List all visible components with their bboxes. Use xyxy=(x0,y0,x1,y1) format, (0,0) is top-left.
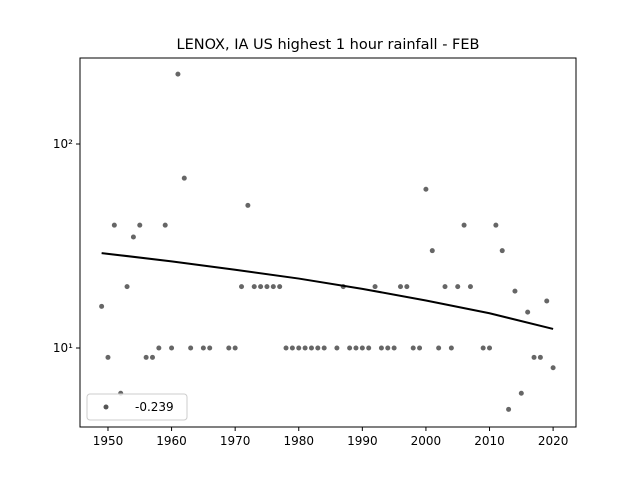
point xyxy=(448,345,454,351)
x-tick-label: 1950 xyxy=(93,434,124,448)
point xyxy=(258,284,264,290)
point xyxy=(283,345,289,351)
point xyxy=(550,365,556,371)
point xyxy=(467,284,473,290)
point xyxy=(251,284,257,290)
point xyxy=(397,284,403,290)
point xyxy=(544,298,550,304)
legend-box xyxy=(86,393,188,421)
trend-line xyxy=(101,252,554,330)
point xyxy=(531,354,537,360)
point xyxy=(245,202,251,208)
point xyxy=(417,345,423,351)
point xyxy=(518,390,524,396)
legend-label: -0.239 xyxy=(135,400,174,414)
point xyxy=(137,222,143,228)
y-tick-label: 10² xyxy=(53,137,73,151)
point xyxy=(124,284,130,290)
point xyxy=(480,345,486,351)
x-tick-label: 1970 xyxy=(220,434,251,448)
point xyxy=(200,345,206,351)
x-tick-label: 2000 xyxy=(411,434,442,448)
point xyxy=(321,345,327,351)
point xyxy=(436,345,442,351)
point xyxy=(270,284,276,290)
chart-title: LENOX, IA US highest 1 hour rainfall - F… xyxy=(176,37,479,53)
point xyxy=(410,345,416,351)
point xyxy=(385,345,391,351)
x-tick-label: 1980 xyxy=(283,434,314,448)
point xyxy=(308,345,314,351)
point xyxy=(442,284,448,290)
point xyxy=(429,248,435,254)
x-tick-label: 1960 xyxy=(156,434,187,448)
point xyxy=(423,186,429,192)
point xyxy=(130,234,136,240)
point xyxy=(99,303,105,309)
point xyxy=(143,354,149,360)
y-tick-label: 10¹ xyxy=(53,341,73,355)
point xyxy=(181,175,187,181)
point xyxy=(347,345,353,351)
x-tick-label: 2010 xyxy=(474,434,505,448)
point xyxy=(372,284,378,290)
point xyxy=(537,354,543,360)
point xyxy=(499,248,505,254)
x-tick-label: 2020 xyxy=(538,434,569,448)
point xyxy=(156,345,162,351)
point xyxy=(493,222,499,228)
point xyxy=(175,71,181,77)
point xyxy=(378,345,384,351)
point xyxy=(296,345,302,351)
point xyxy=(366,345,372,351)
point xyxy=(506,406,512,412)
legend-marker xyxy=(103,404,109,410)
point xyxy=(105,354,111,360)
point xyxy=(359,345,365,351)
point xyxy=(188,345,194,351)
axes-frame xyxy=(79,57,577,428)
point xyxy=(207,345,213,351)
point xyxy=(487,345,493,351)
point xyxy=(289,345,295,351)
point xyxy=(353,345,359,351)
point xyxy=(264,284,270,290)
point xyxy=(169,345,175,351)
point xyxy=(334,345,340,351)
point xyxy=(525,309,531,315)
point xyxy=(239,284,245,290)
point xyxy=(315,345,321,351)
point xyxy=(162,222,168,228)
point xyxy=(455,284,461,290)
x-tick-label: 1990 xyxy=(347,434,378,448)
point xyxy=(461,222,467,228)
point xyxy=(232,345,238,351)
point xyxy=(404,284,410,290)
point xyxy=(149,354,155,360)
point xyxy=(391,345,397,351)
point xyxy=(226,345,232,351)
point xyxy=(302,345,308,351)
point xyxy=(277,284,283,290)
point xyxy=(512,288,518,294)
point xyxy=(111,222,117,228)
